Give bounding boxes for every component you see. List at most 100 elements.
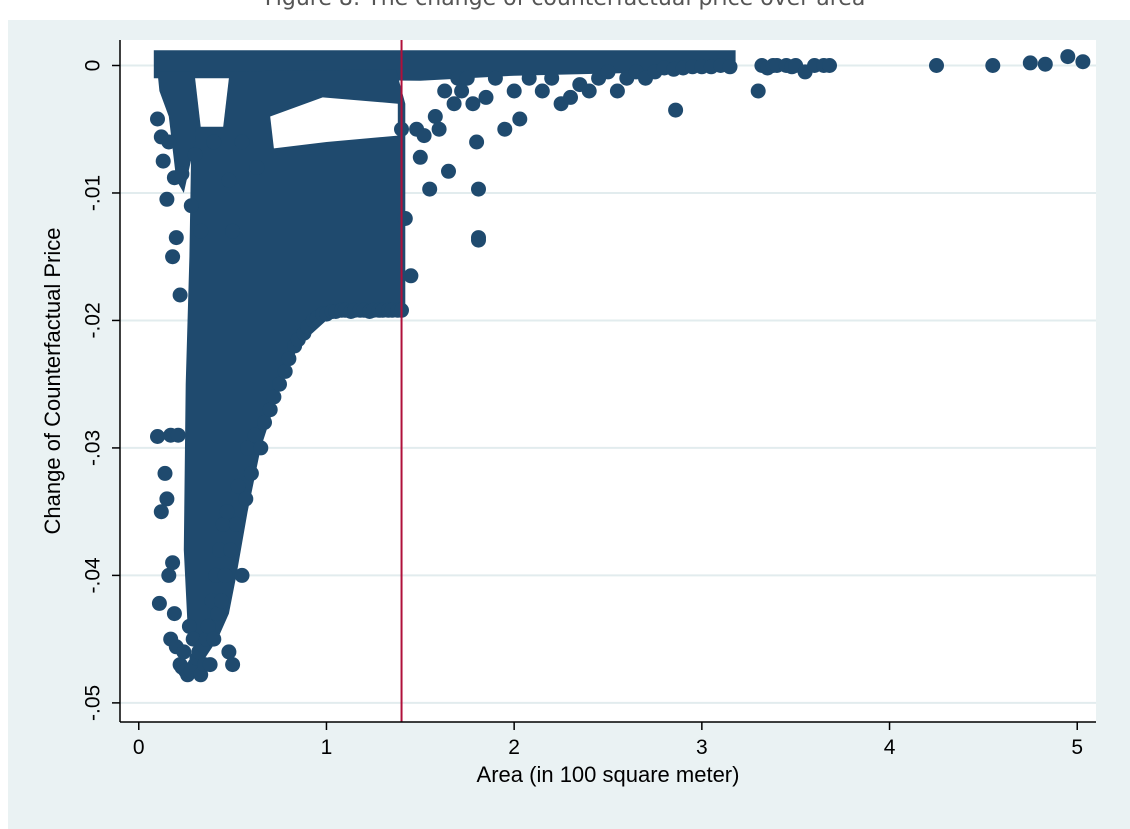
data-point [563,89,578,105]
data-point [403,268,419,284]
x-tick-label: 3 [696,736,708,759]
data-point [446,96,462,112]
data-point [416,128,432,144]
y-tick-label: -.04 [81,557,104,594]
data-point [157,465,173,481]
data-point [750,83,766,99]
data-point [929,58,944,73]
data-point [471,232,486,248]
data-point [822,58,837,73]
data-point [609,83,625,99]
data-point [427,109,443,124]
x-tick-label: 4 [884,736,896,759]
data-point [200,618,216,634]
data-point [206,631,222,647]
data-point [159,191,175,207]
data-point [202,657,218,673]
data-point [170,427,186,443]
data-point [159,491,175,507]
data-point [165,249,181,265]
data-point [150,111,165,127]
data-point [174,166,190,182]
data-point [234,567,250,583]
data-point [422,181,438,197]
y-tick-label: -.01 [81,175,104,211]
data-point [161,567,177,583]
data-point [187,147,203,163]
data-point [225,657,241,673]
data-point [161,134,177,150]
x-tick-label: 1 [321,736,333,759]
data-point [512,111,528,127]
data-point [206,134,222,150]
data-point [249,160,265,175]
data-point [213,593,229,609]
data-point [253,440,269,456]
x-tick-label: 0 [133,736,145,759]
point-cloud-layer [153,50,736,665]
data-point [521,70,537,86]
data-point [600,64,616,80]
data-point [469,134,485,150]
data-point [223,542,239,558]
data-point [183,198,199,214]
data-point [437,83,453,99]
data-point [412,149,428,165]
data-point [1060,49,1076,65]
data-point [210,606,226,622]
data-point [212,542,227,558]
figure-title: Figure 8: The change of counterfactual p… [0,0,1130,11]
y-tick-label: 0 [81,60,104,72]
data-point [215,516,231,532]
data-point [193,223,209,239]
data-point [668,102,684,118]
data-point [534,83,550,99]
data-point [247,427,263,443]
data-point [985,58,1001,73]
data-point [221,172,237,188]
x-axis-title: Area (in 100 square meter) [477,762,740,787]
y-tick-label: -.03 [81,430,104,466]
data-point [459,70,475,86]
data-point [465,96,481,112]
data-point [431,121,447,137]
y-axis-title: Change of Counterfactual Price [40,228,65,535]
data-point [219,504,235,520]
data-point [181,618,197,634]
data-point [165,555,181,571]
data-point [217,567,233,583]
data-point [1037,56,1053,72]
data-point [172,287,188,303]
data-point [478,89,494,105]
data-point [497,121,513,137]
data-point [234,134,250,150]
data-point [397,211,413,226]
chart-panel: 0 1 2 3 4 5 0 -.01 -.02 -.03 -.04 -.05 Area (in 100… [8,20,1130,829]
data-point [243,465,259,481]
data-point [506,83,522,99]
data-point [228,516,244,532]
points-layer [150,49,1091,683]
data-point [272,376,287,392]
data-point [150,429,165,444]
dense-region-main [183,69,406,665]
data-point [155,153,171,169]
gap-region [270,97,398,149]
data-point [257,414,272,430]
data-point [230,478,246,494]
y-tick-label: -.05 [81,685,104,721]
y-tick-label: -.02 [81,302,104,338]
data-point [441,163,456,179]
data-point [225,223,241,239]
data-point [722,59,738,75]
data-point [544,70,560,86]
data-point [166,606,182,622]
data-point [240,440,256,456]
data-point [1022,55,1038,71]
data-point [153,504,169,520]
data-point [238,491,254,507]
data-point [221,644,237,660]
data-point [454,83,470,99]
data-point [168,230,184,246]
data-point [151,595,167,611]
